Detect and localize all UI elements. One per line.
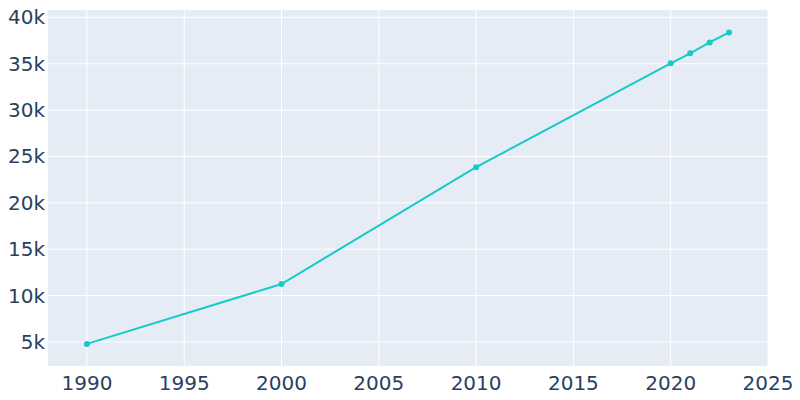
y-tick-label: 15k (8, 237, 45, 261)
point (726, 29, 732, 35)
point (473, 164, 479, 170)
series (84, 29, 732, 346)
y-grid-line (48, 341, 768, 342)
point (279, 281, 285, 287)
y-grid-line (48, 156, 768, 157)
background (0, 0, 800, 400)
y-tick-label: 30k (8, 98, 45, 122)
point (687, 50, 693, 56)
y-tick-label: 35k (8, 52, 45, 76)
y-grid-line (48, 17, 768, 18)
plot-area (48, 10, 768, 366)
point (84, 341, 90, 347)
x-tick-label: 2015 (548, 371, 599, 395)
point (668, 60, 674, 66)
y-grid-line (48, 110, 768, 111)
y-grid-line (48, 249, 768, 250)
y-tick-label: 5k (21, 330, 46, 354)
x-tick-label: 1995 (159, 371, 210, 395)
point (707, 39, 713, 45)
y-tick-label: 25k (8, 144, 45, 168)
x-tick-label: 2005 (353, 371, 404, 395)
chart: 1990 1995 2000 2005 2010 2015 2020 2025 5k 10k 15k… (0, 0, 800, 400)
x-tick-label: 1990 (61, 371, 112, 395)
y-grid-line (48, 63, 768, 64)
x-tick-label: 2025 (743, 371, 794, 395)
grid (48, 10, 768, 366)
y-tick-label: 20k (8, 191, 45, 215)
y-grid-line (48, 202, 768, 203)
x-tick-label: 2020 (645, 371, 696, 395)
y-grid-line (48, 295, 768, 296)
y-tick-label: 10k (8, 284, 45, 308)
x-tick-label: 2000 (256, 371, 307, 395)
y-tick-label: 40k (8, 5, 45, 29)
line (87, 32, 729, 343)
x-tick-label: 2010 (451, 371, 502, 395)
